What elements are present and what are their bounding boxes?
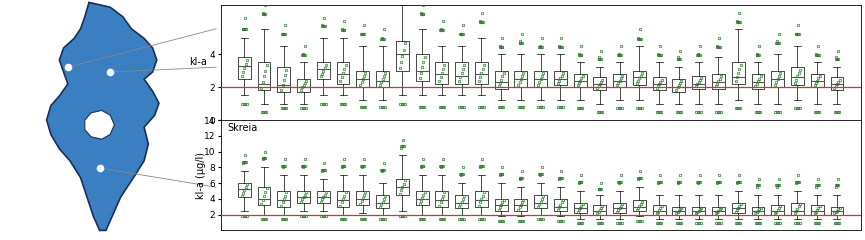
Bar [692, 207, 705, 215]
Bar [672, 207, 685, 215]
Bar [356, 71, 369, 87]
Bar [573, 74, 586, 87]
Bar [613, 203, 626, 213]
Bar [535, 71, 547, 87]
Bar [258, 187, 271, 205]
Bar [712, 207, 725, 215]
Bar [515, 199, 528, 211]
Bar [317, 62, 330, 79]
Bar [298, 191, 310, 203]
Bar [238, 183, 251, 197]
Bar [791, 203, 804, 215]
Bar [435, 191, 448, 207]
Bar [396, 41, 409, 71]
Bar [752, 74, 765, 89]
Bar [653, 77, 665, 90]
Bar [633, 71, 646, 85]
Bar [238, 57, 251, 79]
Y-axis label: kl-a (µg/l): kl-a (µg/l) [195, 152, 206, 199]
Bar [811, 205, 823, 215]
Bar [573, 203, 586, 213]
Bar [811, 74, 823, 87]
Bar [298, 79, 310, 92]
Bar [554, 199, 567, 211]
Bar [475, 62, 488, 84]
Bar [416, 191, 428, 205]
Polygon shape [85, 110, 114, 139]
Bar [278, 67, 291, 92]
Bar [475, 191, 488, 207]
Bar [515, 71, 528, 87]
Bar [672, 79, 685, 92]
Bar [653, 205, 665, 215]
Bar [613, 74, 626, 87]
Bar [376, 195, 389, 208]
Bar [356, 191, 369, 205]
Bar [435, 62, 448, 84]
Bar [791, 67, 804, 85]
Bar [732, 62, 745, 84]
Text: Skreia: Skreia [227, 123, 257, 133]
Bar [732, 203, 745, 213]
Bar [692, 76, 705, 89]
Polygon shape [47, 2, 159, 230]
Bar [336, 62, 349, 84]
Bar [712, 74, 725, 89]
Bar [278, 191, 291, 207]
Bar [495, 199, 508, 211]
Bar [495, 71, 508, 89]
Bar [633, 200, 646, 211]
Bar [772, 71, 784, 87]
Y-axis label: kl-a: kl-a [189, 57, 207, 67]
Bar [455, 62, 468, 84]
Bar [416, 54, 428, 80]
Bar [772, 205, 784, 215]
Bar [830, 77, 843, 90]
Bar [455, 195, 468, 208]
Bar [317, 191, 330, 203]
Bar [258, 62, 271, 90]
Bar [830, 207, 843, 215]
Bar [593, 205, 606, 215]
Bar [336, 191, 349, 207]
Bar [535, 195, 547, 208]
Bar [752, 207, 765, 215]
Bar [376, 71, 389, 87]
Bar [554, 71, 567, 85]
Bar [396, 179, 409, 195]
Bar [593, 77, 606, 90]
